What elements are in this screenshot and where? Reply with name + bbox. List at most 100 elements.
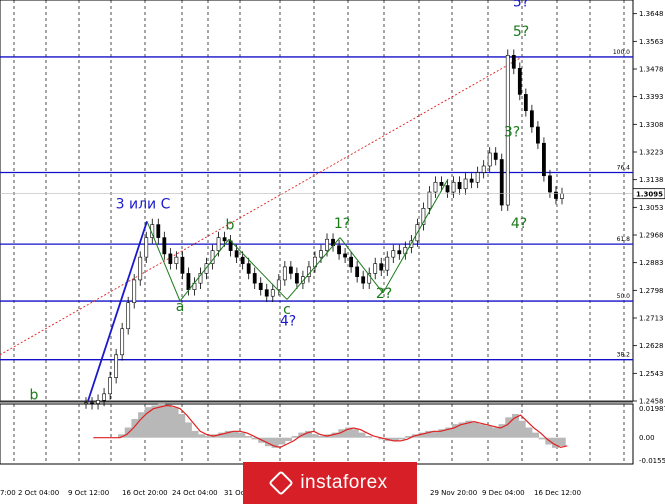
price-tick-label: 1.2968 (639, 232, 664, 240)
price-tick-label: 1.2628 (639, 342, 664, 350)
indicator-bar (158, 403, 166, 438)
price-tick-label: 1.2713 (639, 315, 664, 323)
candle-body (548, 175, 552, 193)
candle-body (367, 273, 372, 284)
candle-body (469, 178, 474, 183)
wave-label: a (176, 299, 185, 315)
wave-label: b (30, 388, 39, 404)
indicator-bar (271, 437, 279, 448)
indicator-bar (525, 427, 533, 438)
indicator-bar (118, 434, 126, 438)
indicator-bar (345, 427, 353, 438)
fib-label: 61.8 (617, 236, 631, 243)
candle-body (174, 256, 179, 264)
indicator-bar (224, 430, 232, 438)
current-price-box (632, 188, 665, 200)
indicator-bar (558, 437, 566, 447)
indicator-axis: 0.01987 0.00 -0.01551 (639, 405, 665, 465)
price-tick-label: 1.3053 (639, 204, 664, 212)
wave-label: 5? (513, 24, 529, 40)
wave-label: 3 или С (116, 196, 171, 212)
candle-body (96, 400, 100, 404)
candle-body (542, 142, 546, 177)
candle-body (493, 152, 498, 160)
candle-body (439, 181, 444, 186)
indicator-bar (438, 429, 446, 438)
trendline (0, 56, 523, 356)
candle-body (132, 279, 137, 304)
candle-body (114, 354, 119, 378)
wave-label: 3? (504, 125, 520, 141)
candle-body (102, 393, 106, 401)
wave-line (179, 238, 230, 302)
candle-body (216, 237, 221, 251)
candle-body (156, 224, 161, 238)
price-tick-label: 1.2883 (639, 259, 664, 267)
candle-body (84, 402, 88, 405)
indicator-bar (178, 413, 186, 438)
watermark-logo: instaforex (243, 462, 417, 504)
price-tick-label: 1.3308 (639, 121, 664, 129)
price-tick-label: 1.3648 (639, 10, 664, 18)
watermark-text: instaforex (300, 472, 388, 493)
indicator-bar (451, 424, 459, 438)
candle-body (523, 94, 528, 111)
indicator-bar (151, 405, 159, 438)
date-tick-label: 16 Dec 12:00 (534, 489, 581, 497)
indicator-bar (291, 436, 299, 438)
instaforex-logo-icon (268, 470, 295, 496)
candle-body (475, 172, 480, 183)
candle-body (90, 402, 94, 405)
candle-body (560, 193, 564, 199)
candle-body (445, 185, 450, 193)
indicator-signal-line (93, 404, 568, 449)
candle-body (421, 208, 426, 225)
candle-body (138, 256, 143, 281)
wave-label: c (283, 302, 291, 318)
wave-label: 5? (513, 0, 529, 11)
fib-label: 38.2 (617, 352, 631, 359)
candle-body (258, 282, 263, 290)
date-tick-label: 2 Oct 04:00 (18, 489, 59, 497)
indicator-bar (425, 430, 433, 438)
indicator-bar (358, 432, 366, 438)
candle-body (126, 302, 131, 330)
indicator-bar (485, 425, 493, 438)
candle-body (391, 250, 396, 258)
candle-body (397, 250, 402, 255)
wave-labels: 5?5?3 или С3?4?b 1?2?a c4?b (30, 0, 530, 404)
candle-body (529, 110, 534, 128)
indicator-bar (505, 417, 513, 438)
date-axis: 7:00 2 Oct 04:00 9 Oct 12:00 16 Oct 20:00 24… (0, 489, 581, 497)
candle-body (373, 263, 378, 274)
candle-body (554, 191, 558, 199)
candle-body (168, 253, 173, 264)
candle-body (433, 181, 438, 193)
indicator-bar (238, 432, 246, 438)
candle-body (120, 328, 125, 356)
indicator-bar (218, 432, 226, 438)
date-tick-label: 9 Oct 12:00 (68, 489, 109, 497)
candle-body (240, 256, 245, 264)
candle-body (288, 266, 293, 274)
candle-body (457, 181, 462, 190)
candle-body (198, 273, 203, 284)
candle-body (385, 256, 390, 271)
indicator-bar (491, 427, 499, 438)
candle-body (294, 273, 299, 284)
indicator-bar (418, 432, 426, 438)
candle-body (144, 237, 149, 258)
candle-body (246, 263, 251, 274)
candle-body (481, 165, 486, 173)
indicator-bar (231, 430, 239, 438)
candle-body (282, 266, 287, 281)
candle-body (487, 152, 492, 167)
price-tick-label: 1.3478 (639, 66, 664, 74)
indicator-bar (191, 430, 199, 438)
candle-body (319, 250, 323, 258)
candle-body (511, 55, 516, 69)
indicator-tick-label: -0.01551 (639, 457, 665, 465)
indicator-bar (391, 437, 399, 442)
indicator-series (93, 403, 568, 449)
wave-line (339, 237, 384, 294)
